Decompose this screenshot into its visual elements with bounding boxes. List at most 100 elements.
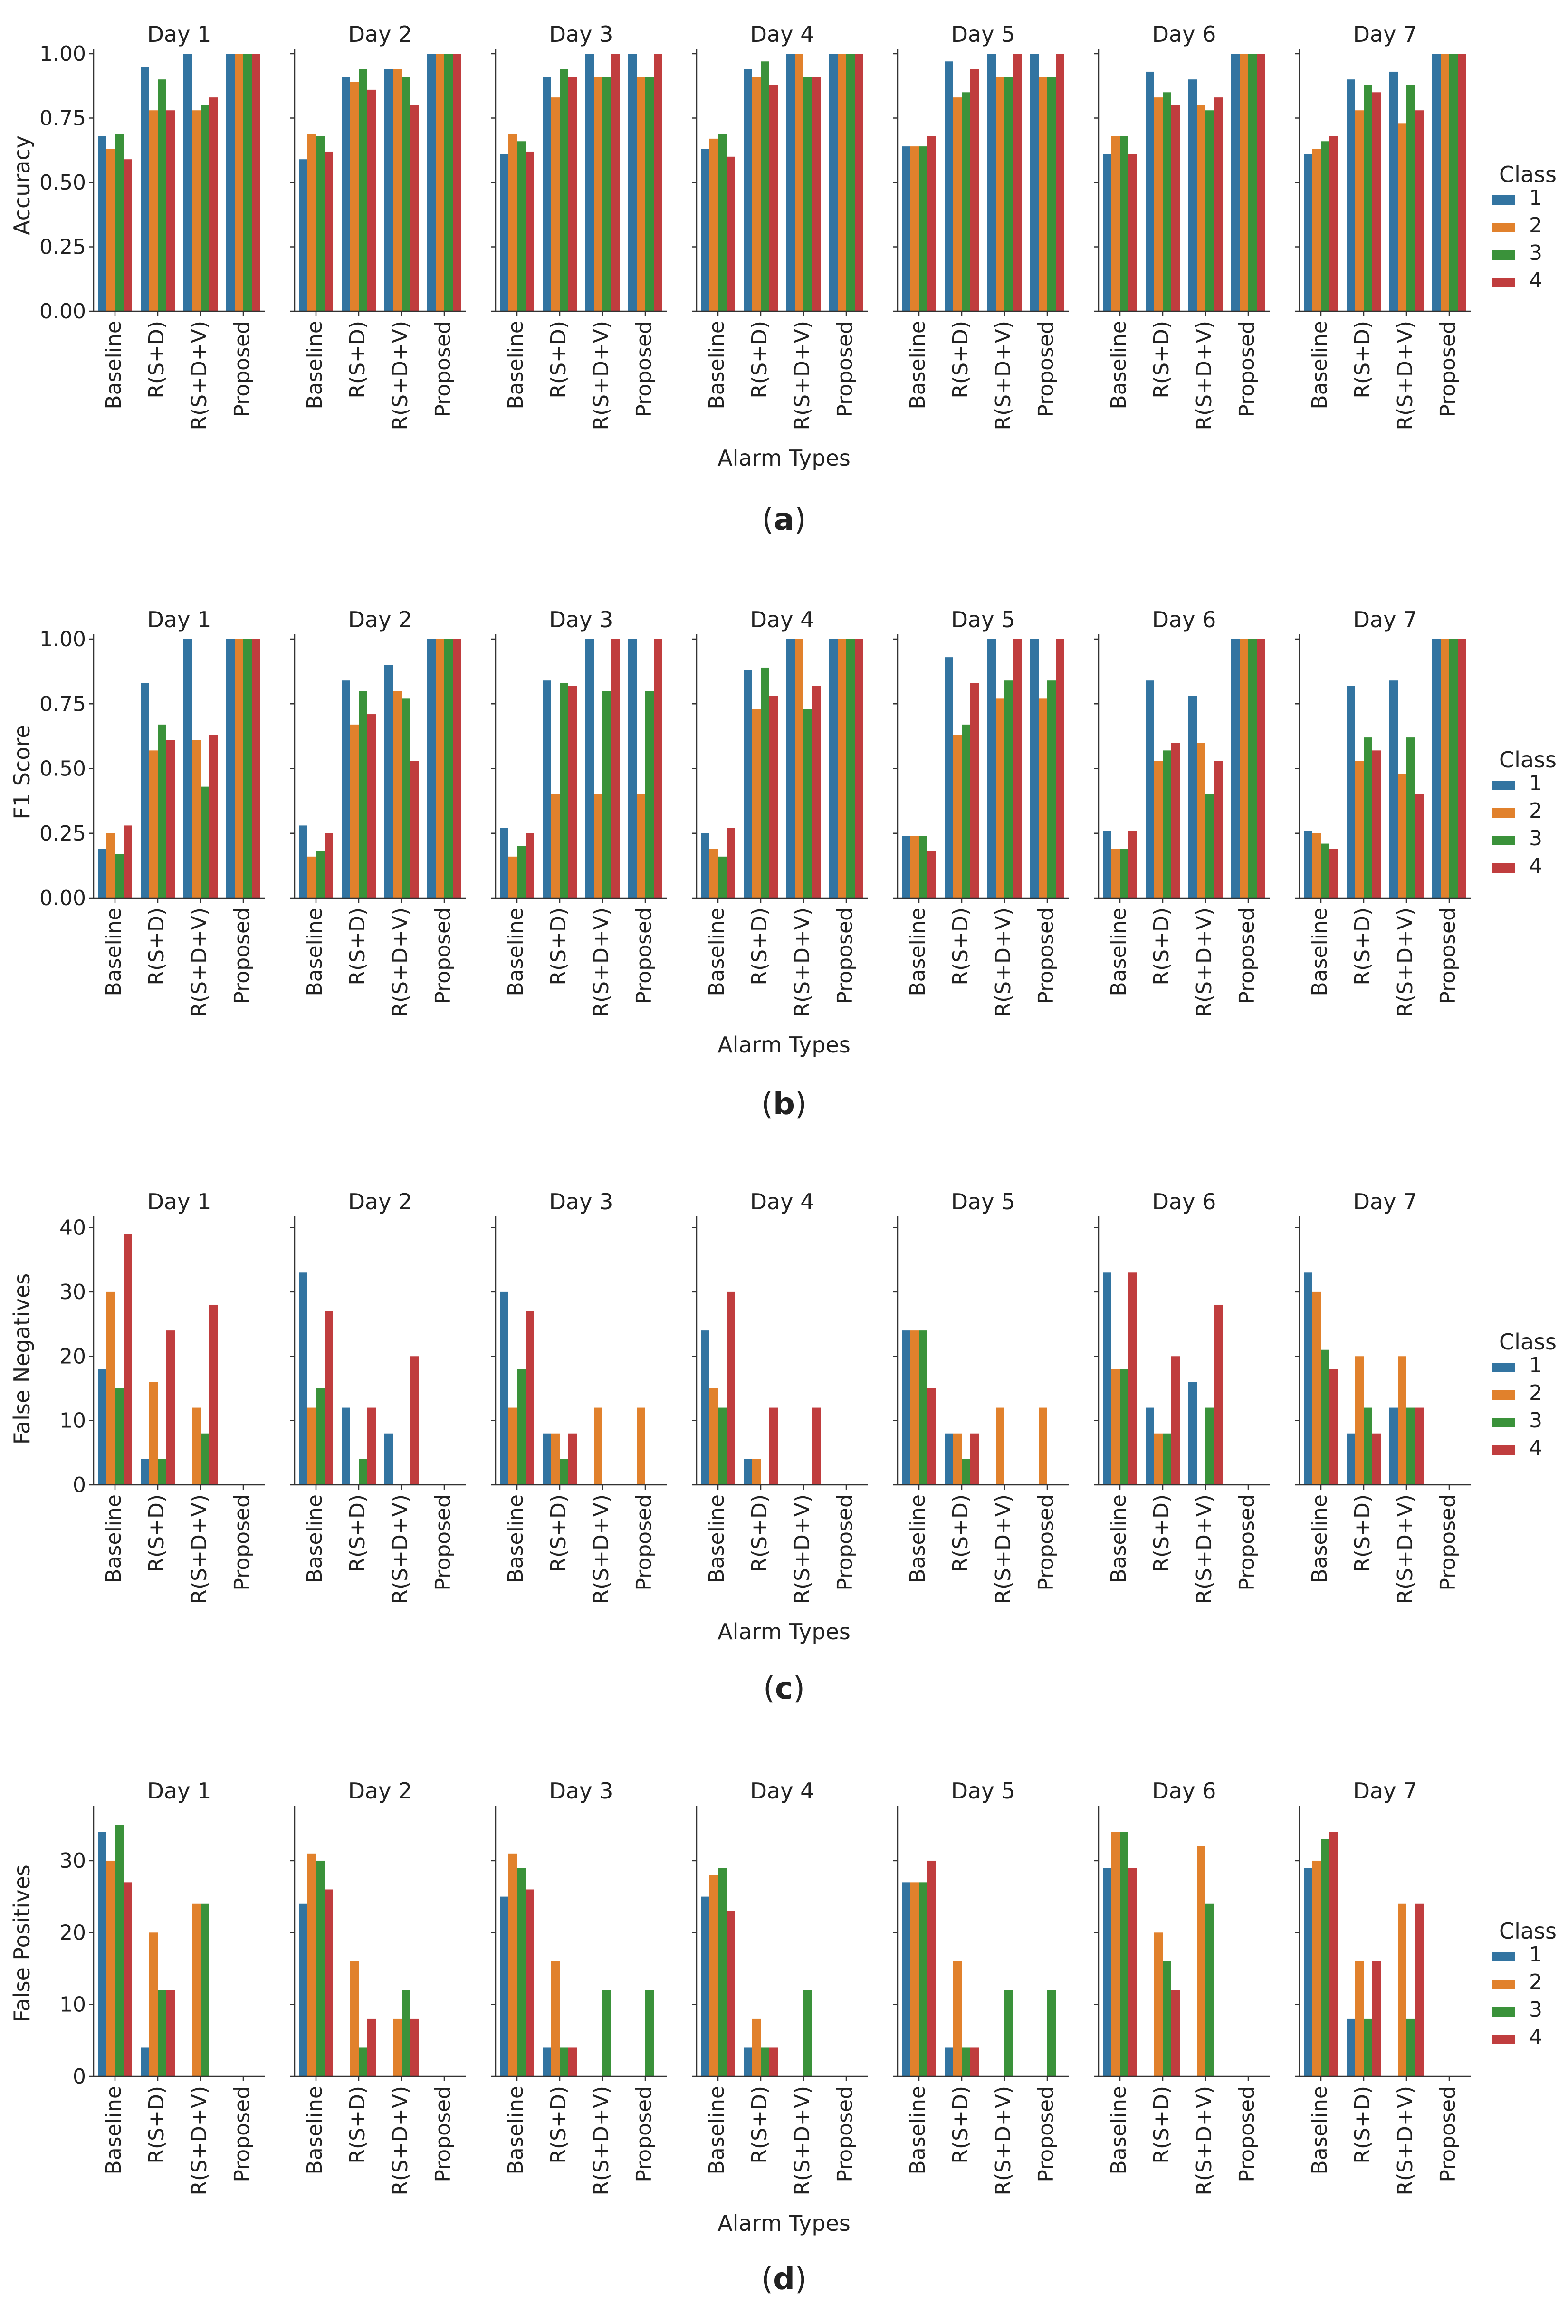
x-tick-label: Baseline: [705, 321, 729, 410]
bar-r-s-d-v--class-1: [1188, 1382, 1197, 1485]
legend-label-class-3: 3: [1529, 1998, 1542, 2022]
y-tick-label: 1.00: [39, 42, 86, 66]
x-tick-label: Baseline: [303, 1494, 327, 1583]
bar-r-s-d-v--class-2: [594, 794, 602, 898]
x-tick-label: R(S+D): [546, 321, 571, 399]
bar-baseline-class-3: [1120, 136, 1128, 311]
subplot-day-7: Day 7 Baseline R(S+D) R(S+D+V) Proposed: [1295, 1189, 1471, 1604]
subplot-title: Day 5: [951, 1778, 1015, 1804]
bar-baseline-class-1: [1304, 1272, 1312, 1485]
bar-r-s-d--class-1: [1347, 1433, 1355, 1485]
bar-r-s-d--class-2: [752, 709, 761, 898]
bar-r-s-d-v--class-2: [393, 69, 402, 311]
x-tick-label: R(S+D+V): [187, 321, 211, 430]
subplot-day-4: Day 4 Baseline R(S+D) R(S+D+V) Proposed: [692, 607, 868, 1017]
bar-baseline-class-4: [1329, 1832, 1338, 2076]
x-tick-label: Baseline: [504, 908, 528, 996]
bar-r-s-d--class-2: [953, 97, 962, 311]
bar-r-s-d-v--class-4: [209, 735, 218, 898]
subplot-title: Day 4: [750, 1189, 814, 1215]
x-tick-label: Proposed: [1034, 321, 1058, 417]
x-tick-label: R(S+D+V): [1192, 908, 1216, 1017]
x-tick-label: Baseline: [504, 321, 528, 410]
bar-baseline-class-1: [1103, 1272, 1111, 1485]
bar-r-s-d--class-3: [1163, 750, 1171, 898]
bar-proposed-class-3: [1047, 680, 1056, 898]
bar-baseline-class-2: [106, 1291, 115, 1485]
bar-r-s-d--class-1: [342, 680, 350, 898]
bar-r-s-d-v--class-2: [795, 54, 803, 311]
bar-proposed-class-4: [1458, 54, 1466, 311]
subplot-title: Day 6: [1152, 21, 1216, 47]
bar-baseline-class-3: [919, 1882, 927, 2076]
legend-title: Class: [1499, 747, 1557, 773]
legend-swatch-class-1: [1492, 1952, 1515, 1961]
bar-r-s-d--class-2: [1355, 761, 1364, 898]
bar-r-s-d--class-2: [953, 1961, 962, 2076]
subplot-title: Day 3: [549, 1778, 613, 1804]
bar-proposed-class-2: [1039, 77, 1047, 311]
subplot-day-6: Day 6 Baseline R(S+D) R(S+D+V) Proposed: [1094, 607, 1270, 1017]
bar-proposed-class-4: [1458, 639, 1466, 898]
bar-r-s-d--class-3: [560, 69, 568, 311]
x-tick-label: R(S+D+V): [388, 1494, 412, 1604]
bar-baseline-class-4: [727, 828, 735, 898]
subplot-day-5: Day 5 Baseline R(S+D) R(S+D+V) Proposed: [893, 21, 1069, 430]
bar-proposed-class-2: [637, 1407, 645, 1485]
bar-baseline-class-1: [299, 1272, 307, 1485]
bar-r-s-d--class-1: [1347, 79, 1355, 311]
bar-baseline-class-1: [1103, 831, 1111, 898]
bar-r-s-d--class-4: [1372, 1433, 1381, 1485]
bar-r-s-d-v--class-3: [1205, 110, 1214, 312]
bar-r-s-d--class-4: [367, 714, 376, 898]
bar-r-s-d--class-3: [560, 2047, 568, 2076]
bar-r-s-d-v--class-4: [1415, 110, 1424, 312]
x-tick-label: Proposed: [1034, 1494, 1058, 1591]
bar-baseline-class-3: [316, 851, 325, 898]
x-tick-label: R(S+D): [1149, 321, 1174, 399]
bar-proposed-class-4: [855, 639, 863, 898]
bar-baseline-class-2: [508, 856, 517, 898]
bar-baseline-class-1: [500, 828, 508, 898]
bar-proposed-class-1: [829, 54, 838, 311]
bar-r-s-d-v--class-2: [996, 698, 1004, 898]
subplot-title: Day 2: [348, 607, 412, 632]
bar-proposed-class-4: [654, 54, 662, 311]
subplot-title: Day 7: [1353, 1189, 1417, 1215]
legend-label-class-4: 4: [1529, 2025, 1542, 2049]
bar-r-s-d--class-3: [761, 61, 769, 311]
bar-baseline-class-3: [115, 854, 124, 898]
legend-label-class-3: 3: [1529, 826, 1542, 851]
bar-proposed-class-3: [1047, 77, 1056, 311]
bar-baseline-class-3: [718, 134, 727, 311]
bar-baseline-class-2: [1111, 1832, 1120, 2076]
bar-r-s-d-v--class-1: [1188, 79, 1197, 311]
bar-r-s-d--class-4: [1171, 1356, 1180, 1485]
chart-panel-a: Accuracy Day 1 0.00 0.25 0.50 0.75 1.00 Baselin…: [9, 21, 1557, 537]
bar-baseline-class-2: [307, 134, 316, 311]
bar-r-s-d-v--class-4: [1214, 97, 1223, 311]
bar-r-s-d-v--class-4: [410, 2018, 419, 2076]
bar-r-s-d-v--class-3: [201, 105, 209, 311]
bar-r-s-d--class-4: [166, 1330, 175, 1485]
y-tick-label: 0.00: [39, 886, 86, 910]
bar-r-s-d--class-2: [1355, 1961, 1364, 2076]
bar-proposed-class-3: [645, 77, 654, 311]
x-tick-label: Proposed: [833, 908, 857, 1004]
bar-baseline-class-4: [325, 1311, 333, 1485]
bar-r-s-d--class-3: [1364, 737, 1372, 898]
x-tick-label: R(S+D): [1149, 2086, 1174, 2164]
bar-proposed-class-1: [1432, 639, 1441, 898]
bar-baseline-class-1: [701, 833, 709, 898]
x-tick-label: R(S+D+V): [589, 1494, 613, 1604]
bar-proposed-class-2: [838, 639, 846, 898]
x-tick-label: Baseline: [1107, 2086, 1131, 2175]
bar-proposed-class-3: [1248, 639, 1257, 898]
bar-baseline-class-4: [1128, 1272, 1137, 1485]
bar-r-s-d-v--class-2: [1197, 743, 1205, 898]
bar-r-s-d--class-4: [166, 110, 175, 312]
y-axis-label: False Negatives: [9, 1273, 35, 1445]
legend-swatch-class-4: [1492, 278, 1515, 287]
bar-baseline-class-1: [902, 146, 910, 311]
subplot-day-5: Day 5 Baseline R(S+D) R(S+D+V) Proposed: [893, 1189, 1069, 1604]
